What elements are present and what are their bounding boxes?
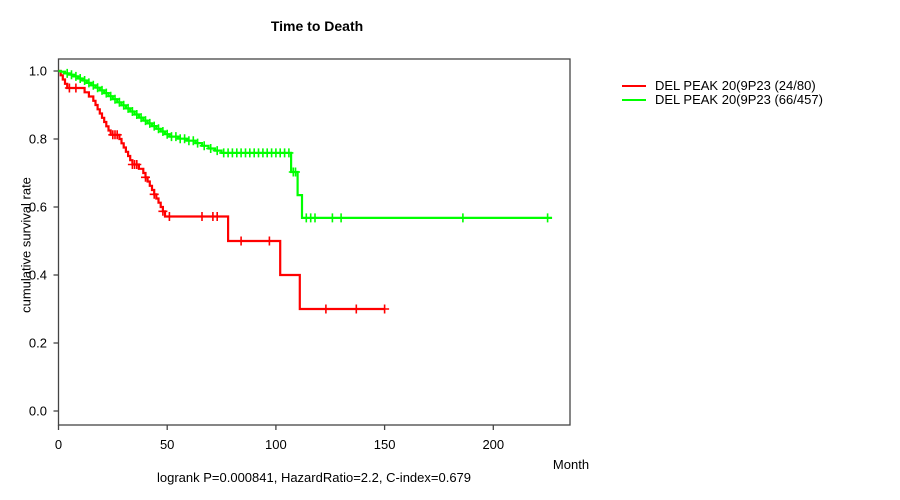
y-tick-label: 0.2 [28,335,47,351]
x-tick-label: 200 [482,437,505,452]
censor-marks-green [62,68,553,223]
y-tick-label: 0.0 [28,403,47,419]
legend-item-red: DEL PEAK 20(9P23 (24/80) [622,79,823,93]
y-axis-label: cumulative survival rate [18,177,34,313]
x-tick-label: 0 [54,437,63,452]
legend: DEL PEAK 20(9P23 (24/80) DEL PEAK 20(9P2… [622,79,823,107]
y-tick-label: 0.4 [28,267,47,283]
chart-title: Time to Death [270,18,364,34]
legend-label-green: DEL PEAK 20(9P23 (66/457) [655,92,823,107]
x-tick-label: 100 [265,437,287,452]
y-tick-label: 1.0 [28,63,47,79]
green-line-swatch [622,99,646,101]
survival-curve-red [58,69,385,311]
plot-frame [57,58,571,426]
red-line-swatch [622,85,646,87]
footer-stats: logrank P=0.000841, HazardRatio=2.2, C-i… [156,470,472,485]
y-tick-label: 0.6 [28,199,47,215]
y-tick-label: 0.8 [28,131,47,147]
legend-item-green: DEL PEAK 20(9P23 (66/457) [622,93,823,107]
x-axis-label: Month [552,457,590,472]
x-tick-label: 50 [159,437,175,452]
survival-curve-green [58,69,552,219]
x-tick-label: 150 [373,437,396,452]
legend-label-red: DEL PEAK 20(9P23 (24/80) [655,78,816,93]
censor-marks-red [64,83,390,314]
